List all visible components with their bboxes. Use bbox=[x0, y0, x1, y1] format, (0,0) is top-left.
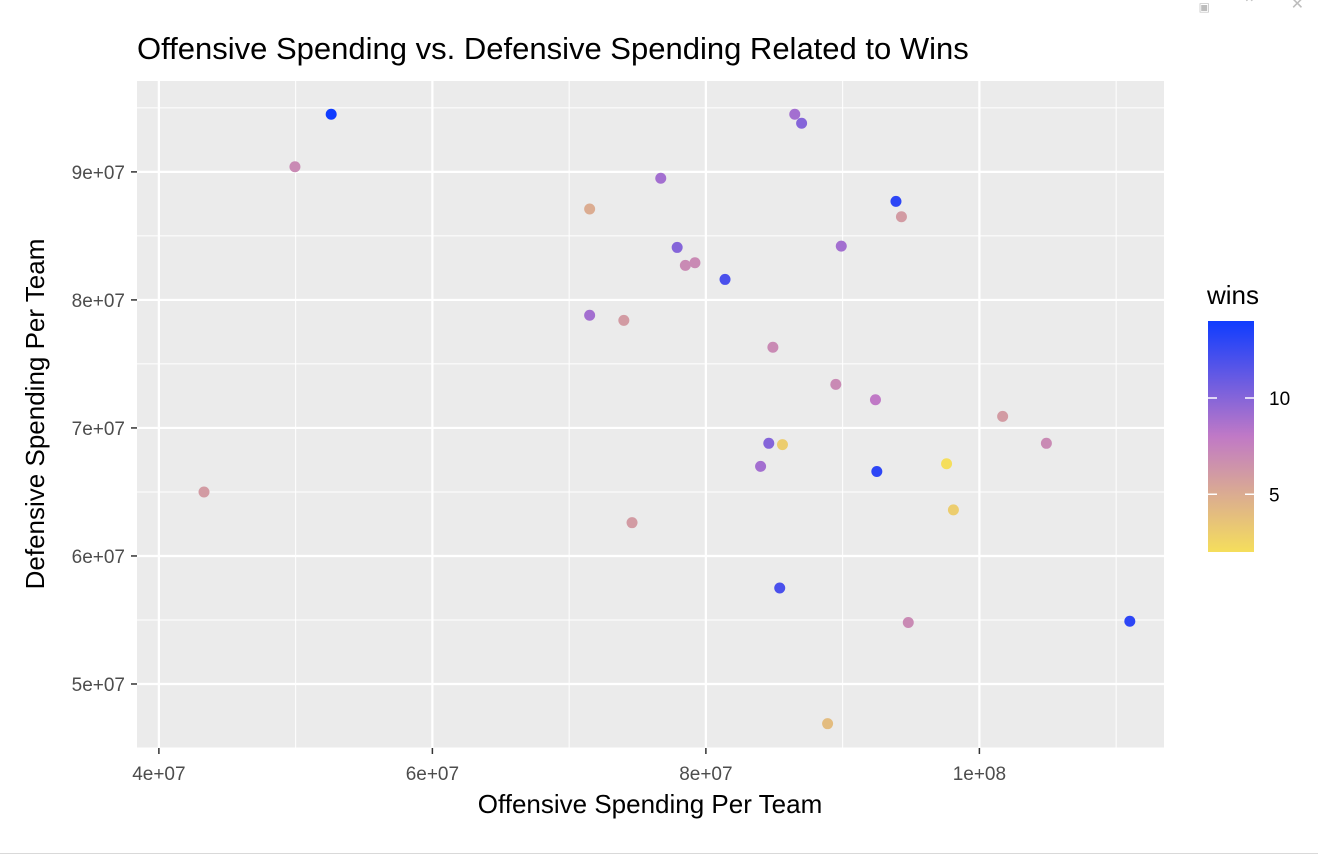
legend-label: 10 bbox=[1269, 389, 1290, 410]
chart-title: Offensive Spending vs. Defensive Spendin… bbox=[137, 31, 969, 66]
data-point bbox=[584, 309, 596, 321]
data-point bbox=[655, 172, 667, 184]
x-tick-label: 6e+07 bbox=[406, 764, 459, 785]
data-point bbox=[626, 517, 638, 529]
x-tick-label: 1e+08 bbox=[953, 764, 1006, 785]
close-icon[interactable]: ✕ bbox=[1290, 0, 1304, 13]
data-point bbox=[1040, 437, 1052, 449]
collapse-icon[interactable]: ⌃ bbox=[1242, 0, 1256, 13]
window-controls: ▣ ⌃ ✕ bbox=[1188, 0, 1318, 14]
data-point bbox=[869, 394, 881, 406]
data-point bbox=[584, 203, 596, 215]
data-point bbox=[719, 273, 731, 285]
plot-panel bbox=[137, 81, 1164, 748]
y-tick-label: 8e+07 bbox=[72, 291, 125, 312]
data-point bbox=[871, 465, 883, 477]
data-point bbox=[289, 161, 301, 173]
legend: wins 10 5 bbox=[1206, 280, 1290, 552]
data-points bbox=[198, 108, 1136, 730]
data-point bbox=[618, 314, 630, 326]
data-point bbox=[776, 439, 788, 451]
data-point bbox=[774, 582, 786, 594]
bottom-divider bbox=[0, 853, 1318, 854]
data-point bbox=[325, 108, 337, 120]
data-point bbox=[822, 718, 834, 730]
data-point bbox=[947, 504, 959, 516]
data-point bbox=[763, 437, 775, 449]
data-point bbox=[679, 259, 691, 271]
restore-icon[interactable]: ▣ bbox=[1198, 0, 1210, 14]
data-point bbox=[796, 117, 808, 129]
data-point bbox=[1124, 615, 1136, 627]
data-point bbox=[895, 211, 907, 223]
data-point bbox=[941, 458, 953, 470]
data-point bbox=[767, 341, 779, 353]
minor-gridlines bbox=[137, 81, 1164, 749]
data-point bbox=[890, 195, 902, 207]
data-point bbox=[902, 617, 914, 629]
x-tick-label: 4e+07 bbox=[132, 764, 185, 785]
y-tick-label: 5e+07 bbox=[72, 675, 125, 696]
y-axis: 5e+07 6e+07 7e+07 8e+07 9e+07 bbox=[72, 163, 137, 696]
y-tick-label: 6e+07 bbox=[72, 547, 125, 568]
x-tick-label: 8e+07 bbox=[679, 764, 732, 785]
data-point bbox=[830, 378, 842, 390]
data-point bbox=[198, 486, 210, 498]
data-point bbox=[671, 241, 683, 253]
data-point bbox=[789, 108, 801, 120]
x-axis: 4e+07 6e+07 8e+07 1e+08 bbox=[132, 748, 1006, 785]
x-axis-title: Offensive Spending Per Team bbox=[478, 789, 822, 819]
y-tick-label: 7e+07 bbox=[72, 419, 125, 440]
y-axis-title: Defensive Spending Per Team bbox=[20, 239, 50, 590]
legend-title: wins bbox=[1206, 280, 1259, 310]
data-point bbox=[835, 240, 847, 252]
legend-ticks: 10 5 bbox=[1208, 389, 1290, 506]
data-point bbox=[689, 257, 701, 269]
data-point bbox=[997, 410, 1009, 422]
legend-label: 5 bbox=[1269, 485, 1280, 506]
data-point bbox=[755, 460, 767, 472]
major-gridlines bbox=[137, 81, 1164, 748]
y-tick-label: 9e+07 bbox=[72, 163, 125, 184]
legend-colorbar bbox=[1208, 321, 1254, 552]
